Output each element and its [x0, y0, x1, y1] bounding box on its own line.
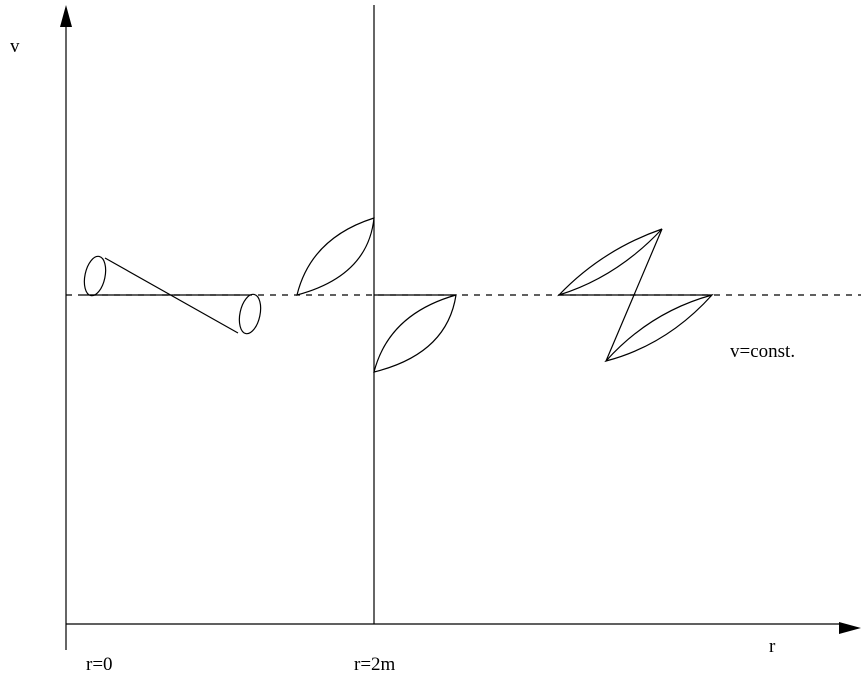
upper-lens [296, 217, 375, 296]
cone-edge [605, 228, 663, 362]
upper-lens [556, 228, 663, 297]
cone-edge [104, 257, 239, 334]
r-axis-label: r [769, 636, 776, 657]
v-axis-label: v [10, 36, 20, 57]
axes [60, 5, 861, 650]
light-cone-origin [83, 255, 262, 335]
origin-tick-label: r=0 [86, 654, 113, 675]
cone-ellipse-right [238, 293, 262, 335]
light-cone-exterior [556, 228, 714, 363]
lower-lens [373, 294, 457, 373]
horizon-tick-label: r=2m [354, 654, 396, 675]
v-const-label: v=const. [730, 341, 795, 362]
r-axis-arrowhead [839, 622, 861, 634]
v-axis-arrowhead [60, 5, 72, 27]
lower-lens [604, 293, 714, 363]
light-cone-horizon [296, 217, 457, 373]
cone-ellipse-left [83, 255, 107, 297]
